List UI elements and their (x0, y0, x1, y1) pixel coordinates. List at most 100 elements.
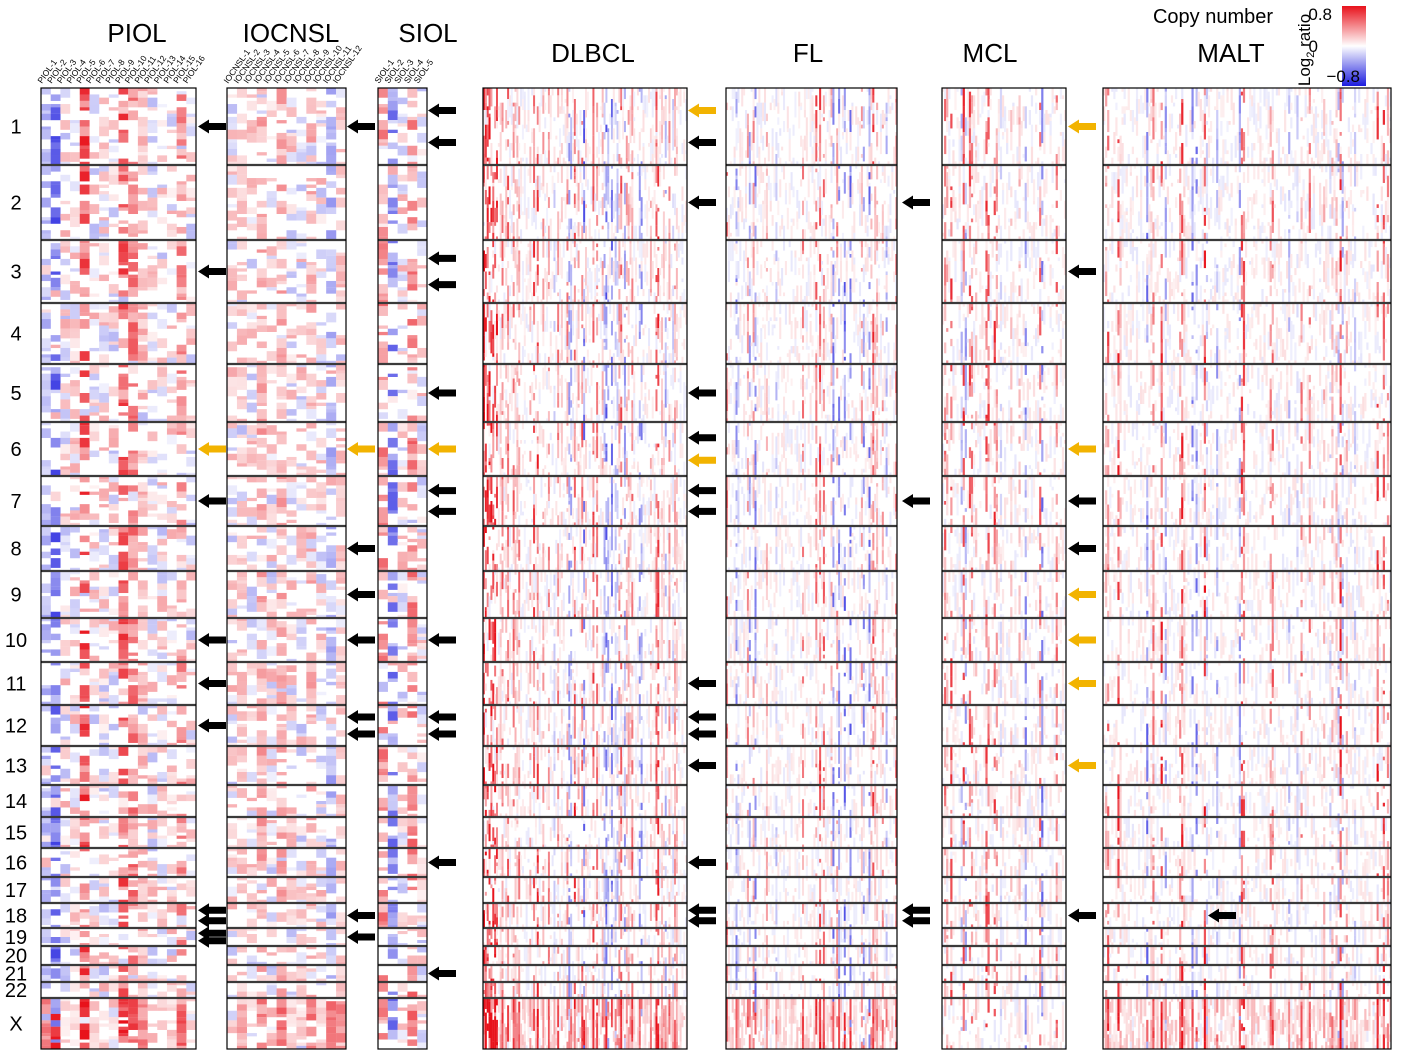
heatmap-cell (256, 341, 267, 349)
heatmap-cell (572, 324, 575, 336)
heatmap-cell (623, 364, 626, 386)
heatmap-cell (99, 322, 109, 326)
heatmap-cell (246, 742, 257, 747)
heatmap-cell (623, 225, 626, 241)
heatmap-cell (157, 746, 168, 753)
heatmap-cell (256, 393, 267, 403)
heatmap-cell (520, 165, 523, 180)
heatmap-cell (681, 143, 684, 155)
heatmap-cell (610, 493, 613, 498)
heatmap-cell (417, 928, 428, 938)
heatmap-cell (625, 296, 628, 304)
heatmap-cell (316, 161, 327, 166)
heatmap-cell (378, 681, 388, 692)
heatmap-cell (484, 490, 487, 512)
heatmap-cell (534, 271, 537, 293)
heatmap-cell (387, 532, 398, 536)
heatmap-cell (336, 370, 347, 374)
heatmap-cell (631, 113, 634, 136)
heatmap-cell (166, 618, 177, 622)
heatmap-cell (499, 317, 502, 339)
heatmap-cell (336, 545, 347, 552)
heatmap-cell (417, 532, 428, 536)
heatmap-cell (108, 1017, 119, 1024)
heatmap-cell (50, 958, 61, 962)
heatmap-cell (276, 998, 287, 1008)
heatmap-cell (407, 258, 418, 263)
heatmap-cell (79, 723, 90, 731)
heatmap-cell (50, 924, 61, 929)
heatmap-cell (638, 165, 641, 176)
heatmap-cell (525, 518, 528, 527)
heatmap-cell (610, 320, 613, 336)
heatmap-cell (99, 142, 109, 150)
heatmap-cell (60, 309, 71, 313)
heatmap-cell (246, 893, 257, 900)
heatmap-cell (157, 526, 168, 536)
heatmap-cell (581, 364, 584, 383)
heatmap-cell (610, 222, 613, 241)
heatmap-cell (614, 257, 617, 272)
heatmap-cell (176, 561, 187, 568)
heatmap-cell (670, 157, 673, 166)
heatmap-cell (157, 538, 168, 546)
heatmap-cell (99, 532, 109, 543)
heatmap-cell (89, 364, 100, 374)
heatmap-cell (610, 268, 613, 276)
heatmap-cell (147, 456, 158, 464)
heatmap-cell (166, 1045, 177, 1050)
heatmap-cell (286, 928, 297, 938)
heatmap-cell (157, 705, 168, 715)
heatmap-cell (575, 364, 578, 383)
heatmap-cell (618, 250, 621, 262)
heatmap-cell (236, 357, 247, 365)
heatmap-cell (286, 624, 297, 634)
heatmap-cell (672, 422, 675, 433)
heatmap-cell (296, 532, 307, 539)
heatmap-cell (176, 94, 187, 101)
heatmap-cell (50, 785, 61, 795)
heatmap-cell (549, 117, 552, 140)
heatmap-cell (266, 287, 277, 291)
heatmap-cell (653, 135, 656, 158)
heatmap-cell (227, 485, 238, 495)
heatmap-cell (397, 794, 408, 802)
heatmap-cell (397, 207, 408, 215)
heatmap-cell (166, 886, 177, 891)
heatmap-cell (417, 899, 428, 904)
heatmap-cell (579, 124, 582, 136)
heatmap-cell (137, 621, 148, 631)
heatmap-cell (417, 476, 428, 486)
heatmap-cell (266, 1033, 277, 1040)
heatmap-cell (276, 857, 287, 861)
heatmap-cell (137, 880, 148, 884)
heatmap-cell (316, 418, 327, 423)
heatmap-cell (41, 810, 51, 818)
heatmap-cell (256, 110, 267, 114)
heatmap-cell (276, 759, 287, 763)
heatmap-cell (266, 197, 277, 208)
heatmap-cell (336, 928, 347, 935)
heatmap-cell (497, 106, 500, 111)
heatmap-cell (505, 110, 508, 129)
heatmap-cell (614, 465, 617, 477)
heatmap-cell (627, 522, 630, 527)
colorbar-tick-mid: 0 (1309, 37, 1318, 56)
heatmap-cell (70, 903, 80, 913)
heatmap-cell (60, 200, 71, 205)
heatmap-cell (631, 278, 634, 300)
heatmap-cell (560, 422, 563, 444)
heatmap-cell (147, 624, 158, 634)
heatmap-cell (575, 349, 578, 365)
heatmap-cell (559, 378, 562, 386)
heatmap-cell (533, 504, 536, 509)
heatmap-cell (236, 580, 247, 584)
heatmap-cell (668, 353, 671, 365)
heatmap-cell (118, 243, 129, 253)
heatmap-cell (397, 583, 408, 594)
heatmap-cell (227, 804, 238, 808)
heatmap-cell (99, 191, 109, 195)
heatmap-cell (407, 338, 418, 349)
heatmap-cell (597, 165, 600, 176)
heatmap-cell (236, 558, 247, 562)
